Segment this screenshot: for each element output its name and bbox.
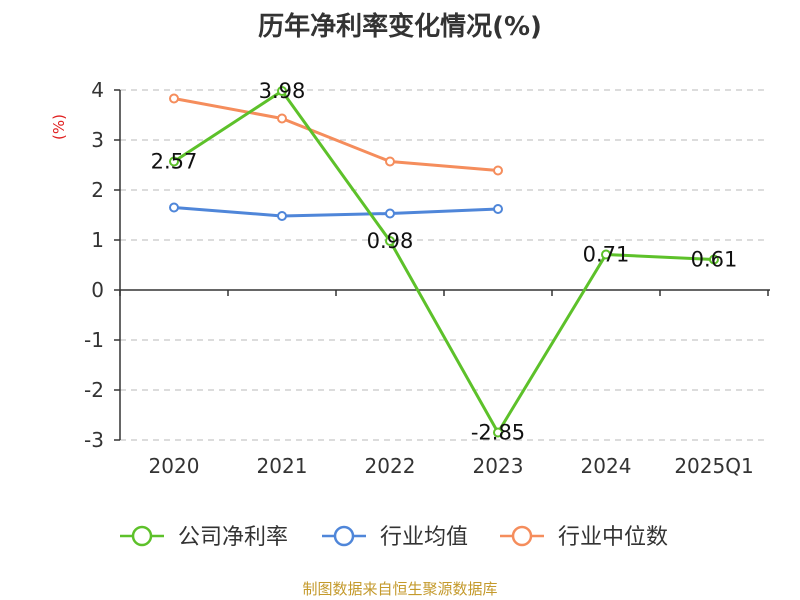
x-tick-label: 2020 [149, 454, 200, 478]
data-label: 2.57 [151, 150, 198, 174]
x-tick-label: 2021 [257, 454, 308, 478]
legend-marker [333, 525, 355, 547]
data-label: 0.71 [583, 243, 630, 267]
y-tick-label: 3 [91, 128, 104, 152]
data-point [277, 113, 287, 124]
data-point [493, 427, 503, 438]
data-point [385, 156, 395, 167]
data-point [493, 204, 503, 214]
data-point [601, 249, 611, 260]
data-label: 0.98 [367, 229, 414, 253]
x-tick-label: 2024 [581, 454, 632, 478]
y-tick-label: 2 [91, 178, 104, 202]
data-label: 3.98 [259, 79, 306, 103]
y-tick-label: 0 [91, 278, 104, 302]
series-line [173, 89, 715, 434]
data-point [277, 211, 287, 221]
x-tick-label: 2023 [473, 454, 524, 478]
series-line [173, 97, 499, 172]
data-point [709, 254, 719, 265]
x-tick-label: 2022 [365, 454, 416, 478]
legend-marker [131, 525, 153, 547]
data-point [493, 165, 503, 176]
legend-label: 公司净利率 [178, 525, 288, 550]
data-label: -2.85 [471, 421, 525, 445]
legend-label: 行业中位数 [558, 525, 668, 550]
y-axis-label: (%) [50, 114, 68, 140]
data-source: 制图数据来自恒生聚源数据库 [302, 580, 498, 598]
legend-label: 行业均值 [380, 525, 468, 550]
y-tick-label: 1 [91, 228, 104, 252]
data-label: 0.61 [691, 248, 738, 272]
series-line [173, 206, 499, 218]
y-tick-label: -2 [84, 378, 104, 402]
data-point [385, 208, 395, 219]
data-point [385, 236, 395, 246]
y-tick-label: -3 [84, 428, 104, 452]
y-tick-label: 4 [91, 78, 104, 102]
data-point [169, 202, 179, 213]
data-point [169, 156, 179, 167]
x-tick-label: 2025Q1 [674, 454, 753, 478]
chart-title: 历年净利率变化情况(%) [258, 12, 542, 42]
data-point [169, 93, 179, 104]
y-tick-label: -1 [84, 328, 104, 352]
legend-marker [511, 525, 533, 547]
data-point [277, 86, 287, 96]
